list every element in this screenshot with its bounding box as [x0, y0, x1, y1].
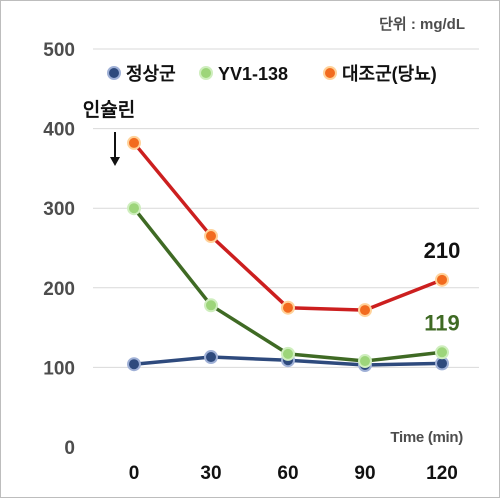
y-tick-label: 0	[64, 438, 75, 459]
x-tick-label: 120	[426, 463, 458, 484]
annotations: 인슐린 210 119	[83, 99, 461, 335]
data-point	[127, 201, 141, 216]
insulin-annotation-label: 인슐린	[83, 99, 135, 121]
x-tick-label: 60	[277, 463, 298, 484]
series-markers	[127, 135, 449, 373]
value-label: 210	[424, 238, 461, 263]
legend-marker	[107, 66, 121, 80]
data-point	[358, 303, 372, 318]
insulin-arrow-head	[110, 157, 120, 166]
legend-label: 정상군	[126, 64, 176, 84]
data-point	[435, 272, 449, 287]
data-point	[281, 300, 295, 315]
legend-label: YV1-138	[218, 64, 288, 84]
data-point	[204, 350, 218, 365]
y-tick-label: 300	[43, 199, 75, 220]
x-tick-label: 90	[354, 463, 375, 484]
data-point	[281, 346, 295, 361]
y-tick-label: 200	[43, 279, 75, 300]
x-tick-label: 0	[129, 463, 140, 484]
series-lines	[132, 141, 444, 367]
legend-marker	[199, 66, 213, 80]
x-axis-ticks: 0 30 60 90 120	[129, 463, 458, 484]
data-point	[358, 354, 372, 369]
data-point	[127, 357, 141, 372]
legend: 정상군 YV1-138 대조군(당뇨)	[107, 64, 437, 84]
y-axis-ticks: 0 100 200 300 400 500	[43, 40, 75, 459]
data-point	[204, 229, 218, 244]
value-label: 119	[424, 310, 460, 335]
y-tick-label: 100	[43, 358, 75, 379]
data-point	[435, 345, 449, 360]
legend-marker	[323, 66, 337, 80]
series-line-2	[132, 141, 444, 312]
grid-lines	[93, 48, 479, 368]
series-line-1	[132, 206, 444, 363]
data-point	[204, 298, 218, 313]
x-tick-label: 30	[200, 463, 221, 484]
legend-label: 대조군(당뇨)	[342, 64, 437, 84]
y-tick-label: 400	[43, 120, 75, 141]
y-tick-label: 500	[43, 40, 75, 61]
data-point	[127, 135, 141, 150]
x-axis-label: Time (min)	[390, 429, 463, 446]
unit-label: 단위 : mg/dL	[379, 16, 465, 33]
